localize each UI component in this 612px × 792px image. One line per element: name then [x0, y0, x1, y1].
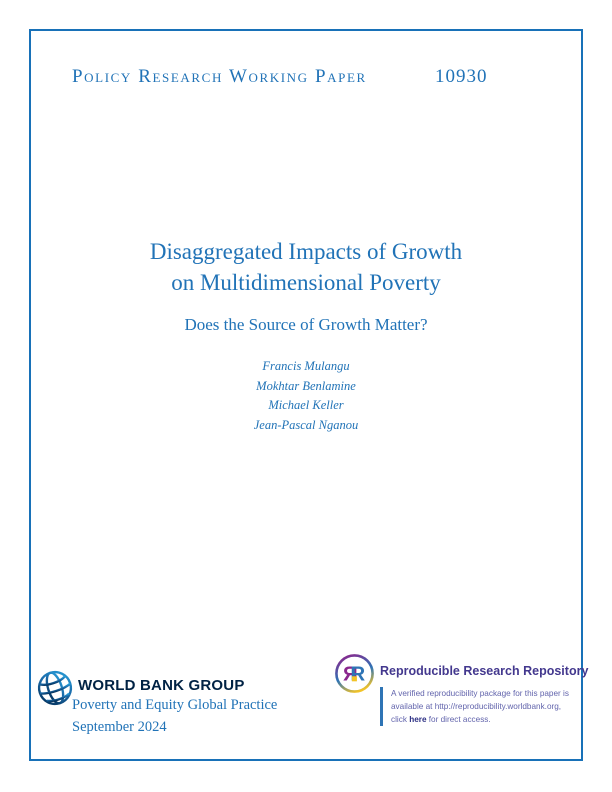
paper-number: 10930: [435, 66, 488, 87]
series-title: Policy Research Working Paper: [72, 66, 367, 87]
repository-note-line1: A verified reproducibility package for t…: [391, 689, 569, 698]
paper-title: Disaggregated Impacts of Growth on Multi…: [31, 236, 581, 298]
rrr-badge-icon: R R: [334, 653, 375, 699]
paper-subtitle: Does the Source of Growth Matter?: [184, 315, 428, 334]
cover-border-frame: [29, 29, 583, 761]
world-bank-globe-icon: [35, 665, 75, 716]
repository-here-link[interactable]: here: [409, 715, 427, 724]
author-name: Michael Keller: [268, 398, 344, 412]
paper-title-line1: Disaggregated Impacts of Growth: [149, 239, 463, 264]
author-name: Francis Mulangu: [262, 359, 350, 373]
svg-text:R: R: [350, 662, 365, 685]
repository-note-line3-post: for direct access.: [426, 715, 491, 724]
paper-title-line2: on Multidimensional Poverty: [171, 270, 441, 295]
author-name: Mokhtar Benlamine: [256, 378, 356, 393]
repository-note-line3: click here for direct access.: [391, 713, 592, 726]
author-list: Francis Mulangu Mokhtar Benlamine Michae…: [31, 357, 581, 435]
publication-date: September 2024: [72, 719, 167, 735]
author-name: Jean-Pascal Nganou: [253, 417, 359, 432]
practice-name: Poverty and Equity Global Practice: [72, 697, 278, 713]
repository-title: Reproducible Research Repository: [380, 664, 589, 678]
repository-note-line2: available at http://reproducibility.worl…: [391, 702, 562, 711]
repository-note-line3-pre: click: [391, 715, 410, 724]
world-bank-group-name: WORLD BANK GROUP: [78, 677, 245, 694]
repository-note: A verified reproducibility package for t…: [380, 687, 592, 726]
